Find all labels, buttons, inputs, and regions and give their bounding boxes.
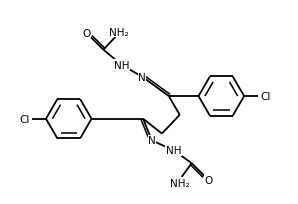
Text: Cl: Cl — [20, 114, 30, 124]
Text: N: N — [148, 136, 156, 146]
Text: O: O — [83, 29, 91, 39]
Text: NH: NH — [166, 146, 181, 156]
Text: O: O — [204, 175, 212, 185]
Text: NH: NH — [114, 60, 129, 70]
Text: NH₂: NH₂ — [109, 28, 129, 38]
Text: NH₂: NH₂ — [170, 178, 190, 188]
Text: Cl: Cl — [260, 92, 270, 102]
Text: N: N — [138, 73, 146, 83]
